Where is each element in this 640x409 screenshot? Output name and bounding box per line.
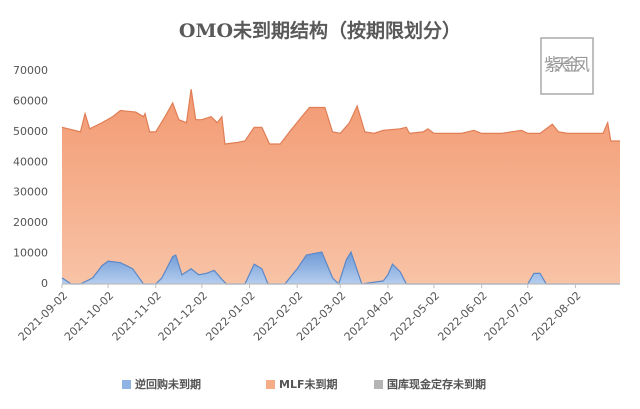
x-tick-label: 2022-05-02 <box>388 289 442 343</box>
x-tick-label: 2021-10-02 <box>62 289 116 343</box>
area <box>62 89 620 284</box>
y-tick-label: 60000 <box>13 94 48 107</box>
area-line <box>61 250 620 286</box>
x-tick-label: 2022-08-02 <box>529 289 583 343</box>
x-tick-label: 2022-01-02 <box>203 289 257 343</box>
x-tick-label: 2022-07-02 <box>482 289 536 343</box>
legend-swatch <box>374 380 383 389</box>
chart-title: OMO未到期结构（按期限划分） <box>179 19 461 42</box>
watermark: 紫天金凤 <box>544 56 590 76</box>
x-tick-label: 2021-12-02 <box>156 289 210 343</box>
legend-swatch <box>122 380 131 389</box>
legend-label: 国库现金定存未到期 <box>387 377 486 391</box>
legend-label: MLF未到期 <box>279 377 337 391</box>
y-tick-label: 50000 <box>13 125 48 138</box>
y-tick-label: 0 <box>41 277 48 290</box>
area-line <box>61 89 620 145</box>
legend-swatch <box>266 380 275 389</box>
y-tick-label: 10000 <box>13 247 48 260</box>
y-tick-label: 40000 <box>13 155 48 168</box>
y-tick-label: 20000 <box>13 216 48 229</box>
y-tick-label: 70000 <box>13 64 48 77</box>
watermark-frame <box>540 37 594 95</box>
legend-label: 逆回购未到期 <box>135 377 201 391</box>
y-tick-label: 30000 <box>13 186 48 199</box>
area <box>62 252 620 284</box>
